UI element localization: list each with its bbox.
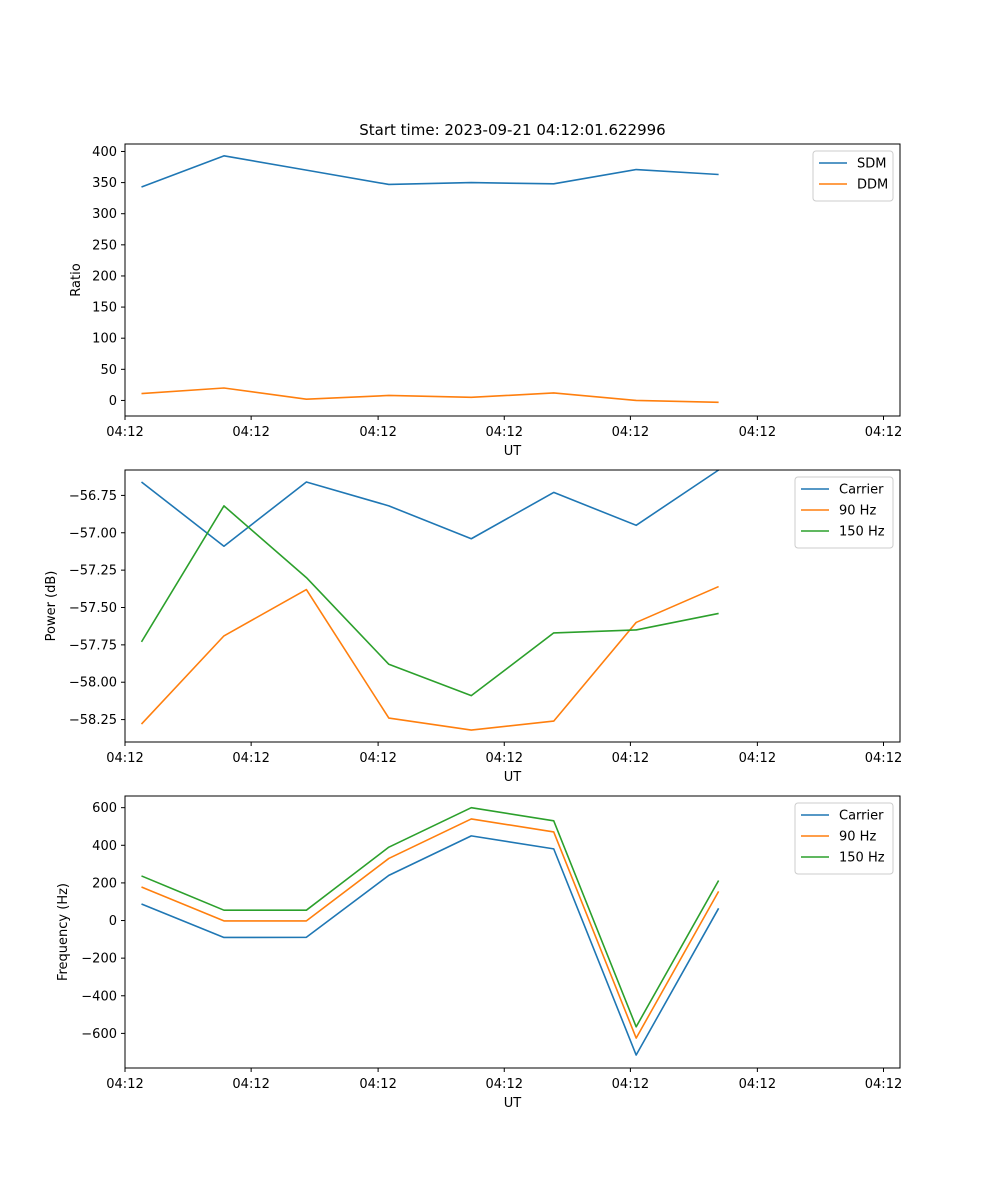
y-tick-label: 50 xyxy=(100,363,117,378)
y-tick-label: −57.75 xyxy=(69,638,117,653)
legend-label: 150 Hz xyxy=(839,851,885,866)
x-tick-label: 04:12 xyxy=(359,751,396,766)
legend-label: Carrier xyxy=(839,809,884,824)
y-axis-label: Power (dB) xyxy=(44,571,59,642)
y-tick-label: 200 xyxy=(92,876,117,891)
legend-label: 90 Hz xyxy=(839,830,876,845)
frequency-series-line-150-hz xyxy=(141,806,720,1028)
y-tick-label: −58.00 xyxy=(69,676,117,691)
y-tick-label: −600 xyxy=(81,1027,117,1042)
ratio-series-line-sdm xyxy=(141,155,719,188)
frequency-panel: −600 −400 −200 0 200 400 600 04:12 04:12 04:12 04:… xyxy=(56,795,902,1111)
x-tick-label: 04:12 xyxy=(359,1077,396,1092)
x-tick-label: 04:12 xyxy=(232,425,269,440)
x-tick-label: 04:12 xyxy=(865,1077,902,1092)
legend: Carrier 90 Hz 150 Hz xyxy=(794,802,894,875)
x-tick-label: 04:12 xyxy=(612,1077,649,1092)
y-tick-label: 600 xyxy=(92,801,117,816)
y-tick-label: −56.75 xyxy=(69,489,117,504)
legend-label: DDM xyxy=(857,178,888,193)
x-tick-label: 04:12 xyxy=(612,425,649,440)
ratio-panel: Start time: 2023-09-21 04:12:01.622996 0 5… xyxy=(69,121,902,459)
x-tick-label: 04:12 xyxy=(106,1077,143,1092)
x-tick-label: 04:12 xyxy=(359,425,396,440)
legend: SDM DDM xyxy=(812,150,894,202)
y-tick-label: 400 xyxy=(92,145,117,160)
y-tick-label: 400 xyxy=(92,839,117,854)
ratio-series-line-ddm xyxy=(141,387,719,404)
x-tick-label: 04:12 xyxy=(865,425,902,440)
x-tick-label: 04:12 xyxy=(612,751,649,766)
x-tick-label: 04:12 xyxy=(106,425,143,440)
x-tick-label: 04:12 xyxy=(739,1077,776,1092)
x-tick-label: 04:12 xyxy=(486,1077,523,1092)
x-tick-label: 04:12 xyxy=(486,751,523,766)
power-series-line-carrier xyxy=(140,469,720,548)
y-tick-label: −200 xyxy=(81,952,117,967)
frequency-series-line-carrier xyxy=(141,835,720,1056)
legend-label: 150 Hz xyxy=(839,525,885,540)
power-series-line-90-hz xyxy=(140,585,719,731)
y-tick-label: 0 xyxy=(109,394,117,409)
y-tick-label: 100 xyxy=(92,332,117,347)
y-tick-label: 250 xyxy=(92,238,117,253)
legend-label: SDM xyxy=(857,157,886,172)
y-tick-label: −58.25 xyxy=(69,713,117,728)
y-tick-label: 350 xyxy=(92,176,117,191)
x-tick-label: 04:12 xyxy=(739,751,776,766)
legend-label: Carrier xyxy=(839,483,884,498)
frequency-series-line-90-hz xyxy=(141,818,720,1039)
x-axis-label: UT xyxy=(504,1096,522,1111)
x-axis-label: UT xyxy=(504,770,522,785)
y-tick-label: −400 xyxy=(81,989,117,1004)
legend: Carrier 90 Hz 150 Hz xyxy=(794,476,894,549)
x-axis-label: UT xyxy=(504,444,522,459)
axes-frame xyxy=(124,469,901,743)
x-tick-label: 04:12 xyxy=(739,425,776,440)
y-tick-label: 0 xyxy=(109,914,117,929)
x-tick-label: 04:12 xyxy=(865,751,902,766)
y-tick-label: −57.25 xyxy=(69,564,117,579)
y-tick-label: 200 xyxy=(92,269,117,284)
axes-frame xyxy=(124,795,901,1069)
x-tick-label: 04:12 xyxy=(232,1077,269,1092)
y-axis-label: Ratio xyxy=(69,263,84,296)
x-tick-label: 04:12 xyxy=(486,425,523,440)
y-axis-label: Frequency (Hz) xyxy=(56,883,71,981)
y-tick-label: 300 xyxy=(92,207,117,222)
y-tick-label: −57.50 xyxy=(69,601,117,616)
axes-frame xyxy=(124,143,901,417)
y-tick-label: 150 xyxy=(92,301,117,316)
power-panel: −58.25 −58.00 −57.75 −57.50 −57.25 −57.00 −56.… xyxy=(44,469,902,785)
x-tick-label: 04:12 xyxy=(232,751,269,766)
chart-title: Start time: 2023-09-21 04:12:01.622996 xyxy=(359,121,665,139)
legend-label: 90 Hz xyxy=(839,504,876,519)
y-tick-label: −57.00 xyxy=(69,526,117,541)
x-tick-label: 04:12 xyxy=(106,751,143,766)
power-series-line-150-hz xyxy=(140,505,719,697)
